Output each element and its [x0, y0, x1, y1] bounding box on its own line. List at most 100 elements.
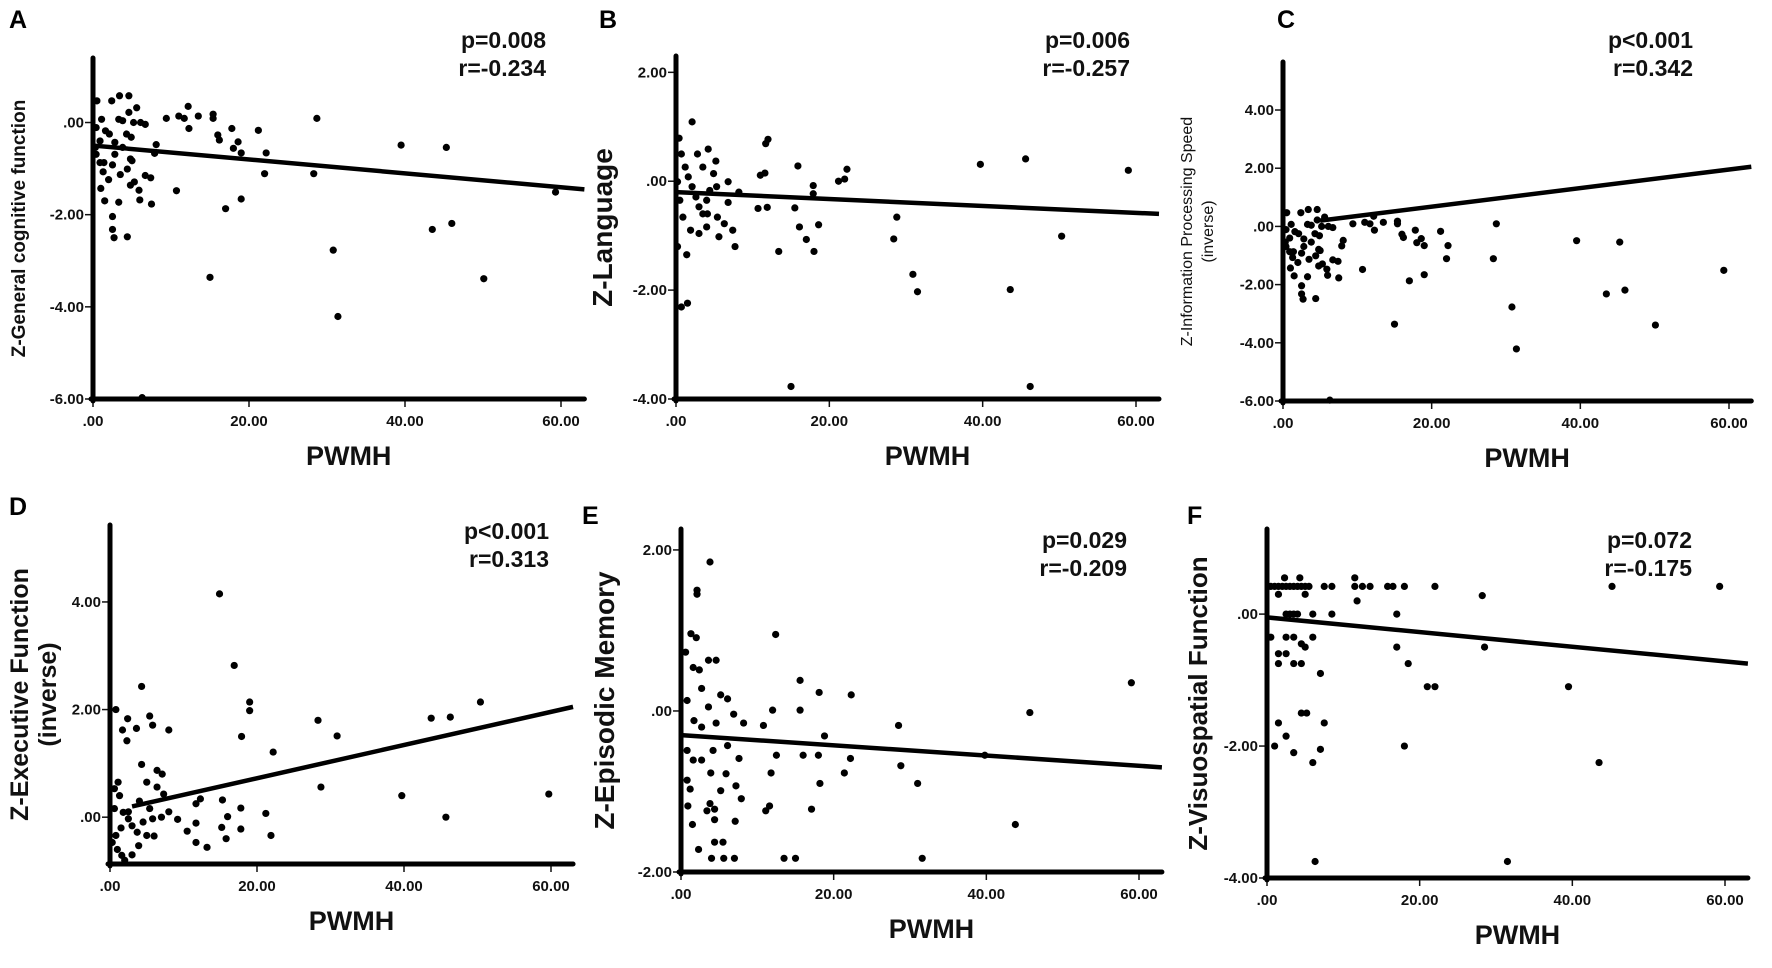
data-point: [683, 251, 691, 259]
data-point: [149, 815, 157, 823]
data-point: [810, 247, 818, 256]
data-point: [1124, 166, 1132, 174]
data-point: [706, 799, 714, 808]
data-point: [117, 824, 125, 832]
p-value-label: p<0.001: [464, 518, 549, 544]
data-point: [157, 813, 166, 821]
data-point: [690, 717, 698, 725]
data-point: [128, 157, 136, 165]
data-point: [681, 648, 690, 656]
data-point: [795, 223, 804, 231]
y-tick-label: -4.00: [633, 391, 667, 408]
data-point: [1282, 650, 1290, 658]
data-point: [215, 590, 224, 598]
data-point: [196, 795, 205, 803]
data-point: [772, 751, 781, 759]
data-point: [1366, 582, 1374, 590]
data-point: [1274, 650, 1283, 658]
data-point: [1716, 582, 1724, 590]
panel-c: C 4.00 2.00 .00 -2.00 -4.00 -6.00 .00 20.00 40.00…: [1179, 6, 1754, 473]
data-point: [704, 703, 713, 711]
regression-line: [1319, 164, 1752, 223]
data-point: [1290, 659, 1298, 668]
data-point: [1339, 236, 1347, 244]
data-point: [108, 97, 116, 105]
data-point: [737, 795, 745, 803]
data-point: [135, 842, 143, 850]
data-point: [1390, 320, 1399, 328]
data-point: [133, 828, 141, 836]
data-point: [1282, 226, 1290, 234]
data-point: [713, 183, 721, 191]
data-point: [1389, 582, 1397, 590]
data-point: [127, 133, 135, 141]
data-point: [1720, 266, 1728, 274]
data-point: [1274, 590, 1283, 598]
data-point: [713, 213, 722, 221]
p-value-label: p=0.072: [1607, 527, 1692, 553]
data-point: [114, 778, 122, 786]
data-point: [1316, 669, 1325, 678]
data-point: [761, 169, 769, 177]
data-point: [698, 756, 706, 764]
data-point: [1400, 582, 1408, 590]
data-point: [101, 197, 109, 205]
data-point: [796, 706, 804, 714]
data-point: [172, 187, 181, 195]
r-value-label: r=-0.209: [1039, 555, 1127, 581]
data-point: [730, 710, 738, 718]
data-point: [141, 171, 149, 180]
data-point: [1287, 220, 1295, 228]
data-point: [222, 205, 230, 213]
data-point: [1297, 290, 1306, 298]
data-point: [791, 854, 800, 862]
x-tick-label: .00: [666, 413, 687, 430]
data-point: [92, 150, 100, 158]
data-point: [185, 124, 193, 133]
data-point: [712, 656, 720, 664]
y-tick-label: -2.00: [633, 282, 667, 299]
data-point: [704, 656, 713, 664]
data-point: [150, 832, 158, 840]
data-point: [230, 661, 238, 670]
data-point: [136, 196, 144, 204]
data-point: [693, 150, 702, 158]
y-tick-label: .00: [646, 173, 667, 190]
data-point: [129, 118, 138, 127]
data-point: [1313, 205, 1321, 214]
data-point: [1602, 290, 1610, 298]
data-point: [681, 163, 689, 171]
data-point: [1297, 249, 1306, 257]
data-point: [720, 220, 728, 228]
data-point: [787, 382, 795, 391]
data-point: [112, 831, 120, 840]
x-tick-label: 60.00: [1117, 413, 1155, 430]
data-point: [313, 114, 321, 122]
data-point: [1305, 582, 1313, 590]
y-tick-label: 2.00: [638, 64, 667, 81]
data-point: [698, 723, 706, 731]
data-point: [132, 724, 141, 733]
data-point: [218, 796, 227, 804]
data-point: [125, 108, 133, 116]
data-point: [1393, 220, 1402, 228]
data-point: [695, 666, 703, 674]
data-point: [237, 825, 245, 833]
data-point: [1444, 242, 1452, 250]
data-point: [194, 112, 202, 120]
data-point: [913, 288, 922, 296]
data-point: [123, 165, 131, 173]
data-point: [723, 695, 732, 703]
data-point: [918, 854, 926, 862]
data-point: [165, 726, 173, 734]
data-point: [99, 168, 107, 176]
y-axis-label: Z-Language: [587, 148, 618, 307]
panel-letter: E: [582, 502, 599, 530]
data-point: [143, 831, 151, 840]
x-tick-label: 60.00: [1706, 892, 1744, 909]
data-point: [846, 754, 855, 763]
data-point: [686, 226, 695, 234]
data-point: [1436, 227, 1445, 235]
x-tick-label: 40.00: [964, 413, 1002, 430]
x-tick-label: .00: [671, 886, 692, 903]
